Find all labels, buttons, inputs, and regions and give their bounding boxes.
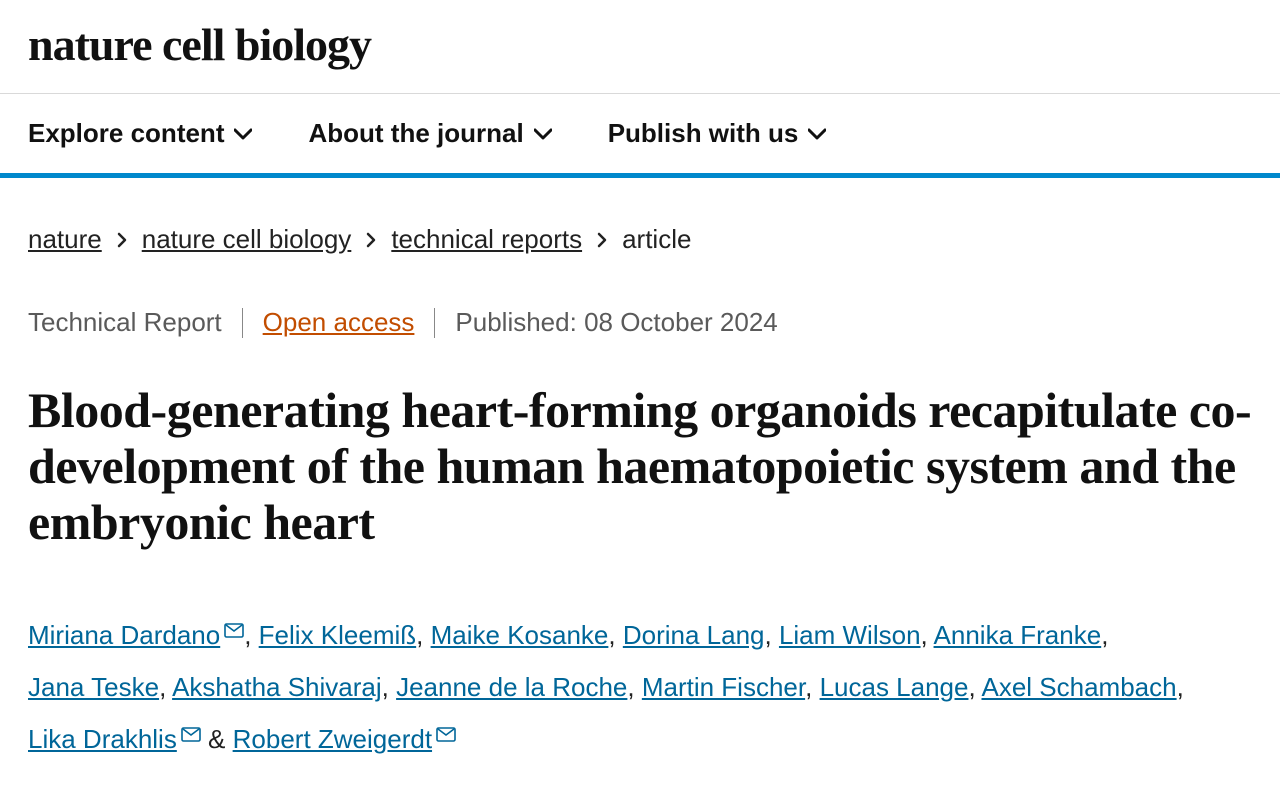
author-separator: ,: [1101, 620, 1108, 650]
author-link[interactable]: Martin Fischer: [642, 672, 805, 702]
chevron-down-icon: [808, 128, 826, 140]
nav-about-journal[interactable]: About the journal: [308, 118, 551, 149]
author-link[interactable]: Felix Kleemiß: [259, 620, 416, 650]
nav-explore-content[interactable]: Explore content: [28, 118, 252, 149]
meta-divider: [242, 308, 243, 338]
breadcrumb-link[interactable]: nature cell biology: [142, 224, 352, 255]
author-link[interactable]: Jana Teske: [28, 672, 159, 702]
author-separator: ,: [244, 620, 258, 650]
author-list: Miriana Dardano, Felix Kleemiß, Maike Ko…: [0, 591, 1280, 789]
nav-item-label: Publish with us: [608, 118, 799, 149]
chevron-right-icon: [596, 231, 608, 249]
open-access-link[interactable]: Open access: [263, 307, 415, 338]
nav-item-label: About the journal: [308, 118, 523, 149]
breadcrumb: nature nature cell biology technical repor…: [0, 178, 1280, 263]
author-separator: ,: [805, 672, 819, 702]
author-separator: ,: [416, 620, 430, 650]
author-link[interactable]: Lucas Lange: [820, 672, 969, 702]
author-separator: ,: [627, 672, 641, 702]
author-link[interactable]: Miriana Dardano: [28, 620, 220, 650]
chevron-down-icon: [534, 128, 552, 140]
author-link[interactable]: Maike Kosanke: [431, 620, 609, 650]
mail-icon[interactable]: [181, 707, 201, 759]
author-separator: ,: [921, 620, 934, 650]
author-link[interactable]: Lika Drakhlis: [28, 724, 177, 754]
author-link[interactable]: Akshatha Shivaraj: [172, 672, 382, 702]
nav-publish-with-us[interactable]: Publish with us: [608, 118, 827, 149]
author-separator: ,: [968, 672, 981, 702]
article-type: Technical Report: [28, 307, 222, 338]
author-separator: ,: [764, 620, 778, 650]
journal-name[interactable]: nature cell biology: [28, 18, 1252, 71]
published-date: Published: 08 October 2024: [455, 307, 777, 338]
author-link[interactable]: Jeanne de la Roche: [396, 672, 627, 702]
breadcrumb-link[interactable]: technical reports: [391, 224, 582, 255]
meta-divider: [434, 308, 435, 338]
author-link[interactable]: Dorina Lang: [623, 620, 765, 650]
author-separator: ,: [159, 672, 172, 702]
article-meta: Technical Report Open access Published: …: [0, 263, 1280, 340]
author-link[interactable]: Robert Zweigerdt: [233, 724, 432, 754]
chevron-down-icon: [234, 128, 252, 140]
author-separator: &: [201, 724, 233, 754]
breadcrumb-current: article: [622, 224, 691, 255]
author-link[interactable]: Liam Wilson: [779, 620, 921, 650]
chevron-right-icon: [116, 231, 128, 249]
mail-icon[interactable]: [224, 603, 244, 655]
primary-nav: Explore content About the journal Publis…: [0, 94, 1280, 173]
author-separator: ,: [382, 672, 396, 702]
article-title: Blood-generating heart-forming organoids…: [0, 374, 1280, 558]
mail-icon[interactable]: [436, 707, 456, 759]
author-link[interactable]: Annika Franke: [934, 620, 1102, 650]
masthead: nature cell biology: [0, 0, 1280, 93]
breadcrumb-link[interactable]: nature: [28, 224, 102, 255]
nav-item-label: Explore content: [28, 118, 224, 149]
author-separator: ,: [608, 620, 622, 650]
author-link[interactable]: Axel Schambach: [981, 672, 1176, 702]
chevron-right-icon: [365, 231, 377, 249]
author-separator: ,: [1177, 672, 1184, 702]
